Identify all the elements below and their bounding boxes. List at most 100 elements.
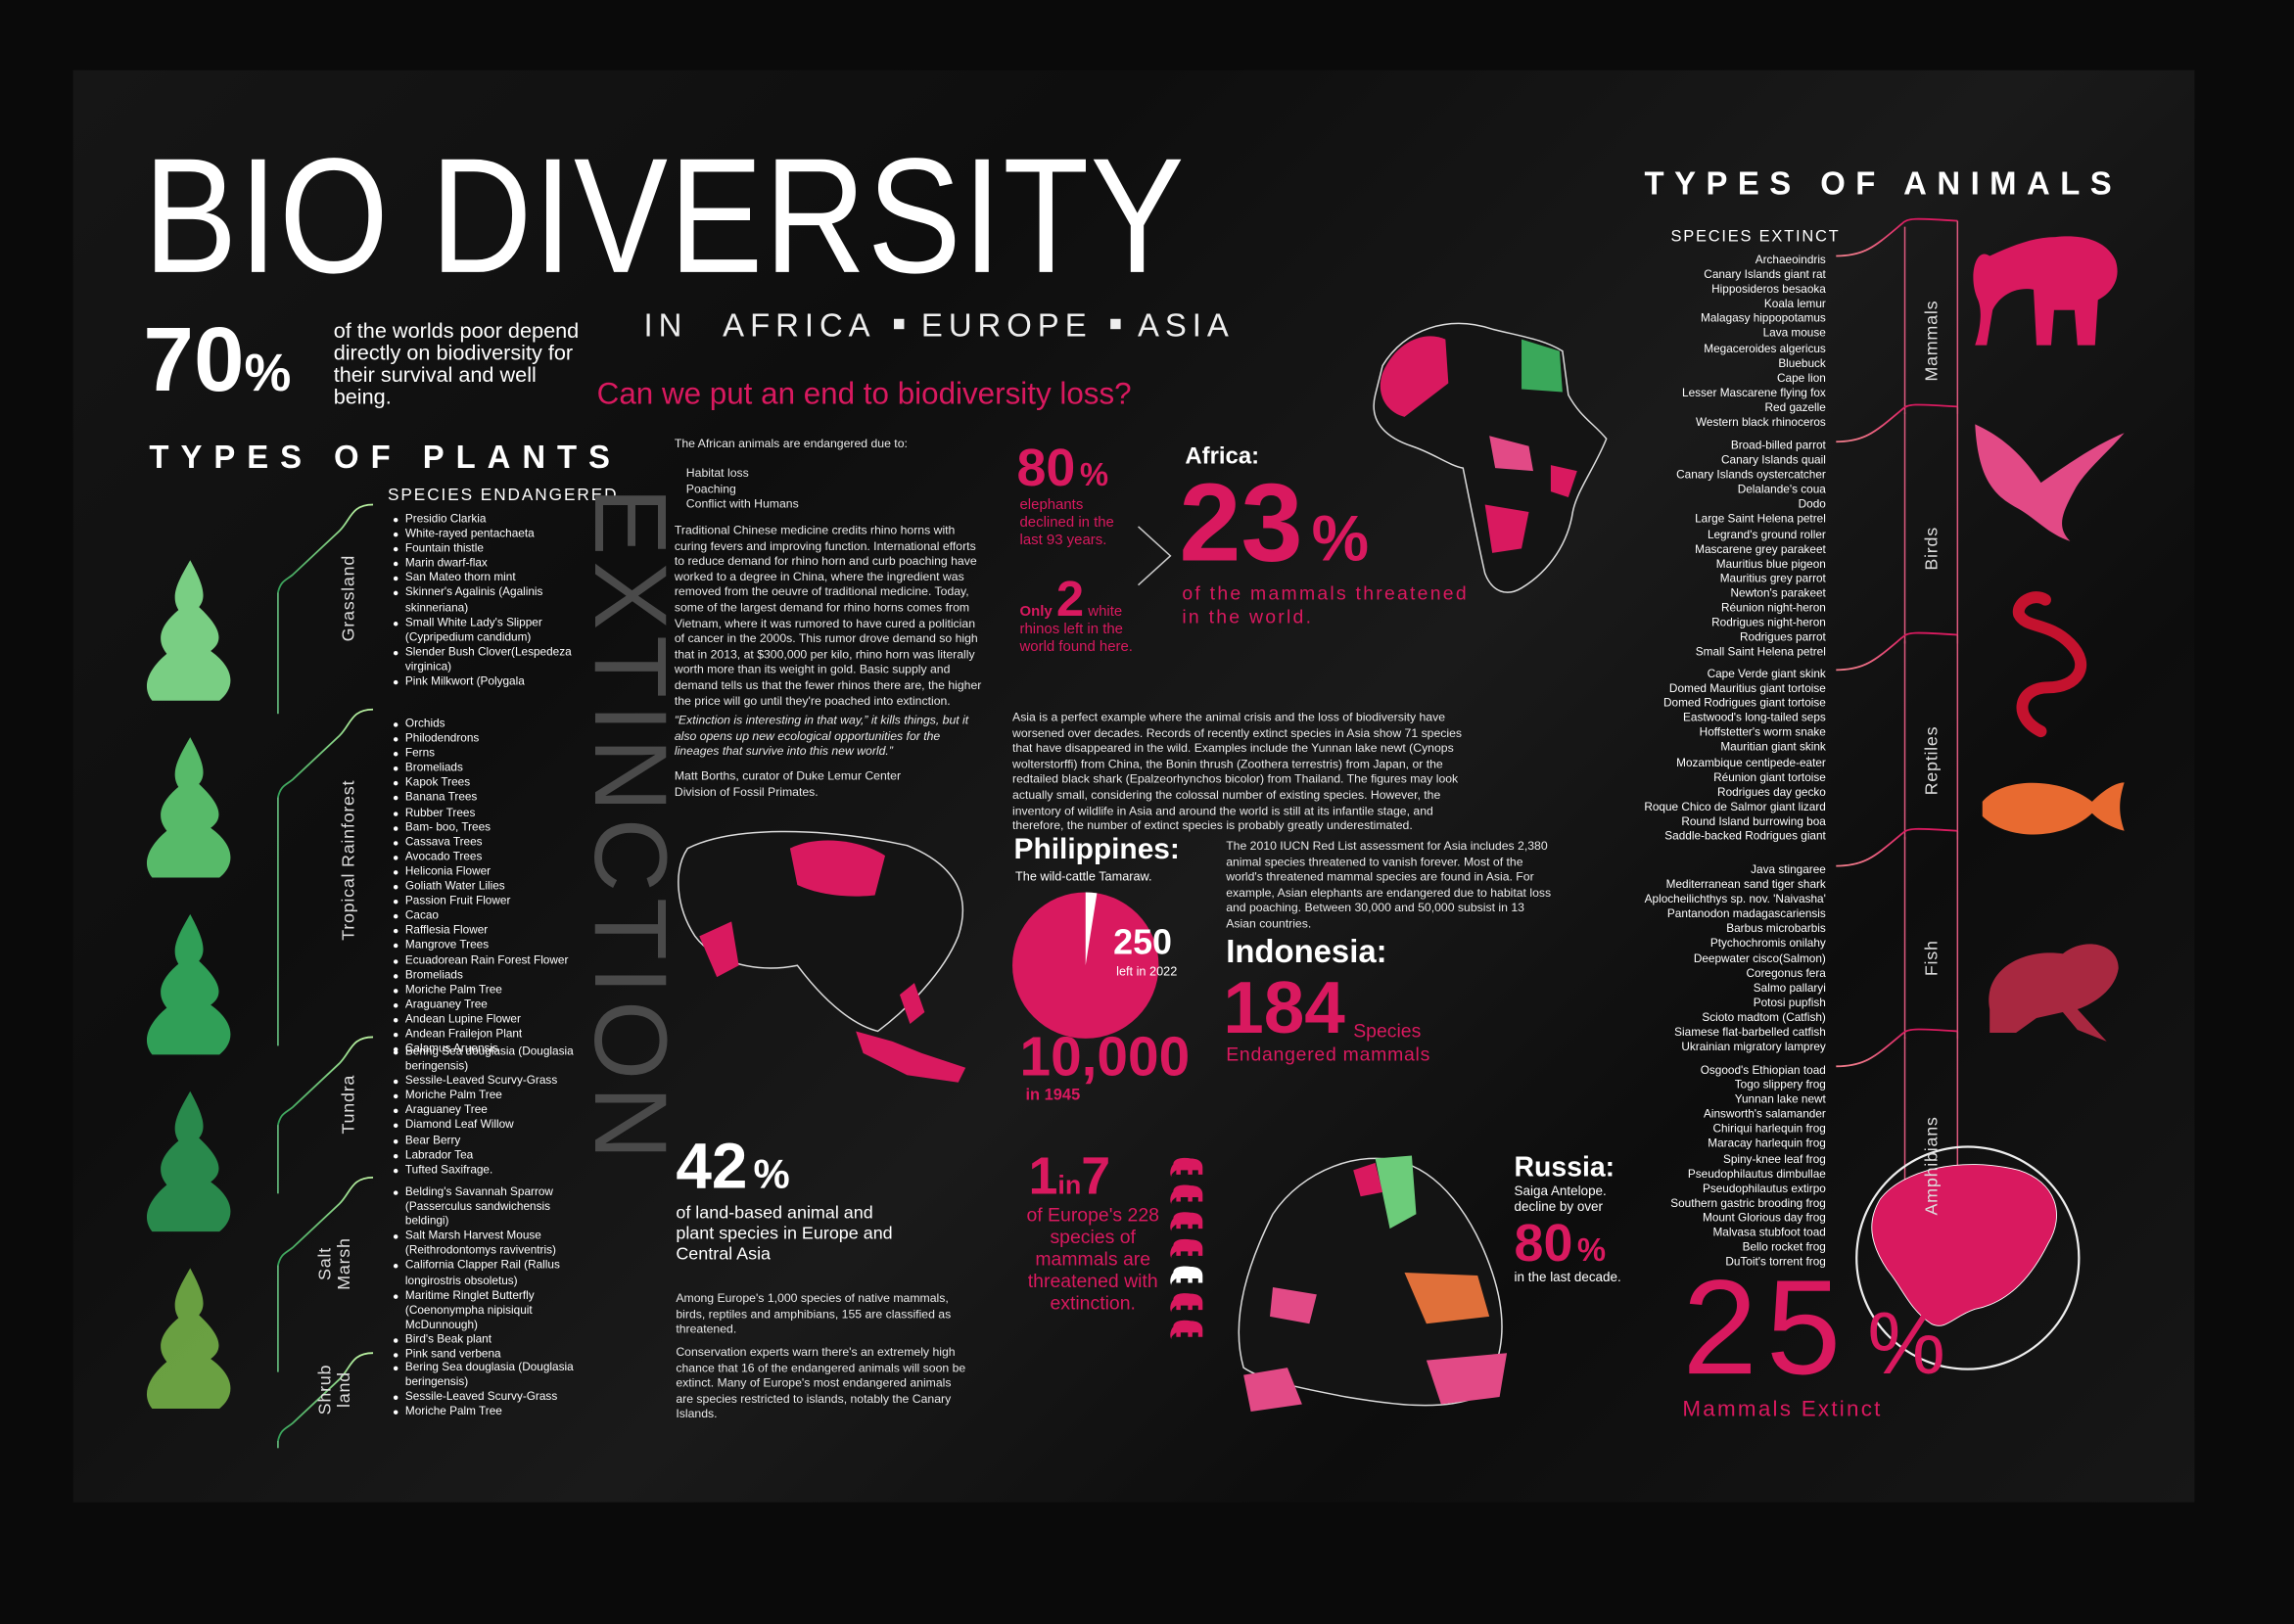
species: Legrand's ground roller xyxy=(1707,527,1826,541)
species: Ainsworth's salamander xyxy=(1704,1107,1826,1122)
species: Hipposideros besaoka xyxy=(1711,282,1826,297)
map-region xyxy=(1375,1155,1417,1230)
snake xyxy=(2012,591,2087,738)
arrow xyxy=(1138,526,1172,586)
group-label: Salt Marsh xyxy=(314,1237,354,1290)
extinct-text: Mammals Extinct xyxy=(1682,1397,1883,1422)
species: Scioto madtom (Catfish) xyxy=(1702,1010,1826,1024)
stat-text: of the worlds poor depend directly on bi… xyxy=(333,320,580,410)
species: Siamese flat-barbelled catfish xyxy=(1674,1025,1826,1039)
species: Delalande's coua xyxy=(1737,483,1826,496)
russia-text: in the last decade. xyxy=(1514,1270,1621,1284)
species: Mascarene grey parakeet xyxy=(1695,541,1826,556)
tree xyxy=(146,560,231,701)
species: Labrador Tea xyxy=(392,1147,582,1162)
species: Mozambique centipede-eater xyxy=(1676,755,1826,769)
map-region xyxy=(1426,1353,1508,1405)
stat-value: 70 xyxy=(143,309,245,411)
elephants-value: 80 xyxy=(1016,437,1076,498)
species: Araguaney Tree xyxy=(392,998,582,1012)
map-region xyxy=(1353,1162,1383,1197)
connector xyxy=(277,1352,374,1442)
europe-stat: 42% xyxy=(676,1135,789,1200)
group-label: Mammals xyxy=(1920,300,1942,382)
russia-value: 80 xyxy=(1514,1212,1573,1274)
species: San Mateo thorn mint xyxy=(392,571,582,585)
species-list: Bering Sea douglasia (Douglasia beringen… xyxy=(392,1361,582,1419)
russia-label: Russia: xyxy=(1514,1152,1615,1183)
europe-value: 42 xyxy=(676,1131,748,1203)
animals-heading: TYPES OF ANIMALS xyxy=(1644,164,2123,203)
species: White-rayed pentachaeta xyxy=(392,527,582,541)
attribution: Matt Borths, curator of Duke Lemur Cente… xyxy=(674,768,902,799)
indonesia-unit: Species xyxy=(1353,1019,1422,1042)
group-label: Grassland xyxy=(338,554,359,642)
connector xyxy=(277,1176,374,1266)
species: Pink Milkwort (Polygala xyxy=(392,674,582,689)
cause: Conflict with Humans xyxy=(685,497,799,511)
asia-paragraph: Asia is a perfect example where the anim… xyxy=(1012,711,1463,833)
fish xyxy=(1982,782,2125,835)
then-text: in 1945 xyxy=(1025,1087,1081,1105)
species: Newton's parakeet xyxy=(1730,586,1826,600)
species: Salmo pallaryi xyxy=(1753,981,1826,995)
plants-heading: TYPES OF PLANTS xyxy=(149,439,622,476)
europe-text: of land-based animal and plant species i… xyxy=(676,1202,893,1265)
species: Diamond Leaf Willow xyxy=(392,1118,582,1133)
species: Hoffstetter's worm snake xyxy=(1699,725,1826,740)
map-region xyxy=(699,921,739,978)
rhino-paragraph: Traditional Chinese medicine credits rhi… xyxy=(674,523,982,708)
then-value: 10,000 xyxy=(1019,1026,1191,1089)
species: Red gazelle xyxy=(1764,400,1826,414)
species: Malvasa stubfoot toad xyxy=(1712,1226,1826,1239)
quote: “Extinction is interesting in that way,”… xyxy=(674,714,969,759)
species: Spiny-knee leaf frog xyxy=(1722,1151,1826,1166)
species: Large Saint Helena petrel xyxy=(1695,512,1826,527)
species: Dodo xyxy=(1798,497,1826,512)
extinct-unit: % xyxy=(1867,1294,1954,1393)
indonesia-label: Indonesia: xyxy=(1226,933,1387,970)
question: Can we put an end to biodiversity loss? xyxy=(596,377,1132,411)
species: Pink sand verbena xyxy=(392,1347,582,1362)
species: Moriche Palm Tree xyxy=(392,983,582,998)
rhinos-text: white rhinos left in the world found her… xyxy=(1019,604,1133,656)
species: Moriche Palm Tree xyxy=(392,1405,582,1419)
group-label: Reptiles xyxy=(1920,725,1942,796)
pie-slice xyxy=(1085,892,1098,966)
species: Rodrigues parrot xyxy=(1740,630,1826,644)
species: Chiriqui harlequin frog xyxy=(1712,1122,1826,1137)
species: Rafflesia Flower xyxy=(392,923,582,938)
connector xyxy=(1836,827,1958,867)
species: Slender Bush Clover(Lespedeza virginica) xyxy=(392,645,582,674)
species: Bromeliads xyxy=(392,761,582,775)
map-region xyxy=(856,1031,966,1083)
species: Orchids xyxy=(392,717,582,731)
species: Bering Sea douglasia (Douglasia beringen… xyxy=(392,1044,582,1074)
extinct-stat: 25% xyxy=(1682,1261,1953,1395)
species: Domed Mauritius giant tortoise xyxy=(1668,681,1826,695)
species: Banana Trees xyxy=(392,791,582,806)
tree xyxy=(146,913,231,1055)
map-region xyxy=(1243,1368,1302,1412)
species: Araguaney Tree xyxy=(392,1103,582,1118)
species: Bello rocket frog xyxy=(1742,1240,1826,1254)
species: Ferns xyxy=(392,746,582,761)
elephant-icon xyxy=(1170,1238,1203,1259)
species: Yunnan lake newt xyxy=(1734,1092,1826,1106)
species-list: Archaeoindris Canary Islands giant rat Hip… xyxy=(1592,254,1826,431)
species: Coregonus fera xyxy=(1746,966,1826,980)
species: Goliath Water Lilies xyxy=(392,879,582,894)
species: Maracay harlequin frog xyxy=(1708,1137,1826,1151)
species: Bam- boo, Trees xyxy=(392,820,582,835)
cause: Habitat loss xyxy=(685,466,749,481)
animals-subheading: SPECIES EXTINCT xyxy=(1670,228,1841,247)
species: Lava mouse xyxy=(1762,326,1826,341)
species: Small Saint Helena petrel xyxy=(1695,645,1826,659)
species: Passion Fruit Flower xyxy=(392,894,582,908)
species: Ukrainian migratory lamprey xyxy=(1681,1040,1826,1054)
stat-unit: % xyxy=(244,342,292,402)
africa-text: of the mammals threatened in the world. xyxy=(1182,581,1469,628)
species: Bird's Beak plant xyxy=(392,1332,582,1347)
africa-stat: 23% xyxy=(1179,467,1369,580)
